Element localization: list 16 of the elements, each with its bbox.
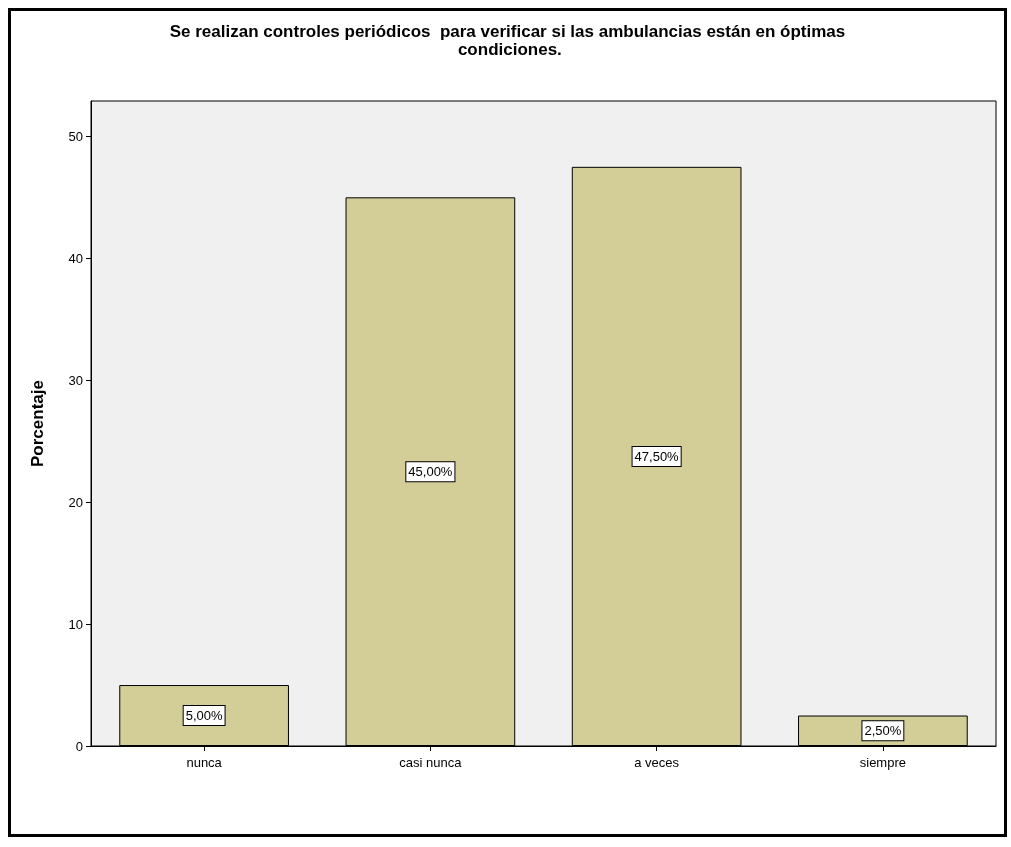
y-tick-label: 50 (68, 128, 83, 144)
data-label: 47,50% (634, 448, 680, 464)
chart-title: Se realizan controles periódicos para verificar si las ambulancias están en óptimas condiciones. (169, 21, 846, 59)
x-tick-label: nunca (186, 755, 223, 770)
x-tick-label: siempre (859, 755, 906, 770)
y-tick-label: 20 (68, 494, 83, 510)
y-tick-label: 10 (68, 616, 83, 632)
data-label: 45,00% (408, 464, 453, 480)
x-tick-label: a veces (634, 755, 680, 770)
y-axis-title: Porcentaje (28, 380, 47, 467)
y-tick-label: 40 (68, 250, 83, 266)
x-tick-label: casi nunca (399, 755, 463, 770)
data-label: 2,50% (864, 723, 902, 739)
data-label: 5,00% (185, 708, 223, 724)
y-tick-label: 0 (75, 738, 83, 754)
y-tick-label: 30 (68, 372, 83, 388)
